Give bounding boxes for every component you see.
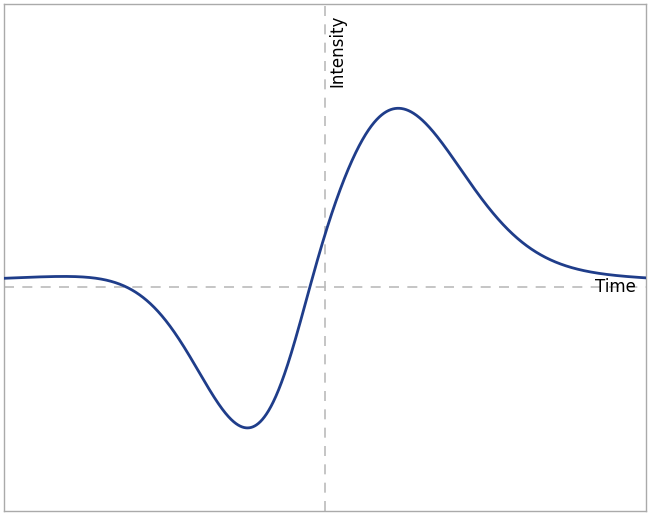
- Text: Time: Time: [595, 278, 636, 296]
- Text: Intensity: Intensity: [328, 14, 346, 87]
